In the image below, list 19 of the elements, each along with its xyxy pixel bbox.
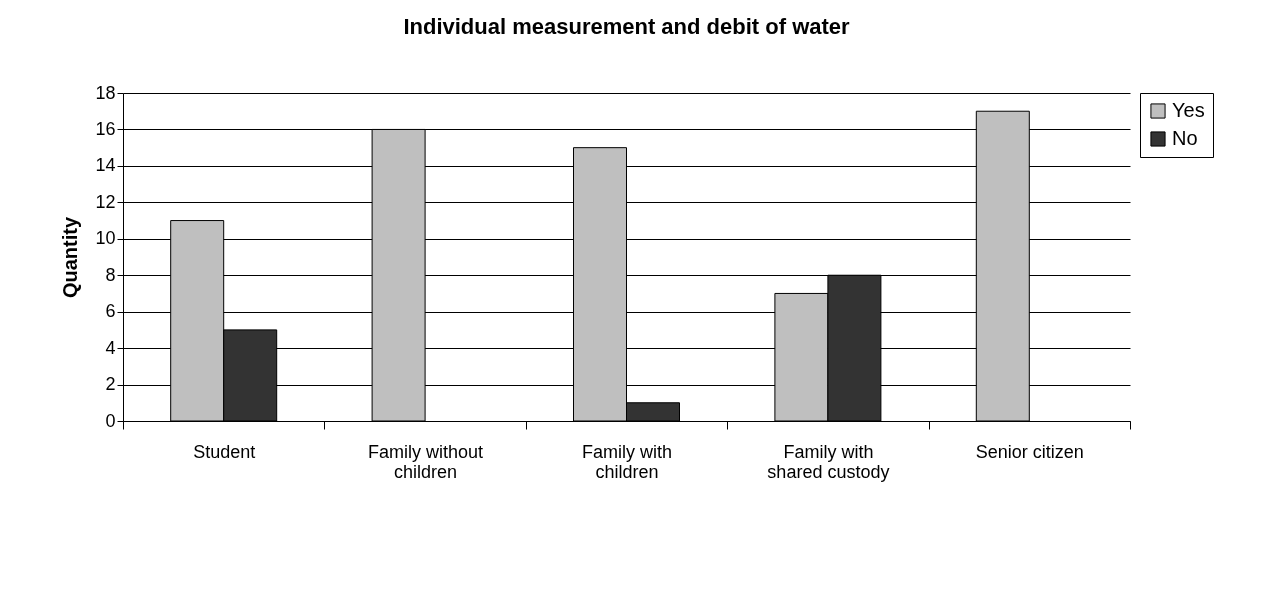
x-tick-label: Family with children — [581, 441, 673, 482]
y-axis-title: Quantity — [59, 216, 82, 299]
y-tick-label: 12 — [95, 191, 116, 212]
y-tick-label: 4 — [105, 337, 116, 358]
legend-label: Yes — [1172, 99, 1205, 121]
x-tick-label: Senior citizen — [975, 441, 1084, 462]
y-tick-label: 14 — [95, 155, 116, 176]
y-tick-label: 16 — [95, 118, 116, 139]
legend-label: No — [1172, 127, 1198, 149]
y-tick-label: 6 — [105, 301, 116, 322]
x-tick-label: Family with shared custody — [767, 441, 890, 482]
y-tick-label: 2 — [105, 374, 116, 395]
y-tick-label: 18 — [95, 82, 116, 103]
y-tick-label: 10 — [95, 228, 116, 249]
chart-title: Individual measurement and debit of water — [403, 14, 851, 39]
x-tick-label: Student — [193, 441, 256, 462]
y-tick-label: 0 — [105, 410, 116, 431]
y-tick-label: 8 — [105, 264, 116, 285]
x-tick-label: Family without children — [368, 441, 484, 482]
